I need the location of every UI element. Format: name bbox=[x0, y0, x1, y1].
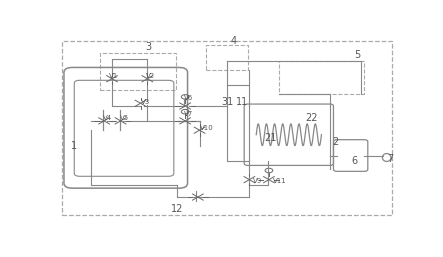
Text: 6: 6 bbox=[351, 157, 357, 167]
Text: V5: V5 bbox=[120, 115, 129, 121]
Text: V9: V9 bbox=[253, 178, 262, 184]
Text: V1: V1 bbox=[109, 73, 118, 79]
Text: 22: 22 bbox=[305, 113, 317, 123]
Text: 1: 1 bbox=[71, 141, 78, 151]
Bar bbox=[62, 41, 392, 215]
Text: 7: 7 bbox=[387, 154, 393, 164]
Text: V6: V6 bbox=[184, 95, 194, 101]
Text: 21: 21 bbox=[264, 133, 276, 143]
Text: 3: 3 bbox=[145, 42, 151, 52]
Text: 11: 11 bbox=[237, 97, 249, 107]
Text: 12: 12 bbox=[171, 204, 183, 214]
Text: V10: V10 bbox=[199, 125, 214, 131]
Text: 5: 5 bbox=[354, 50, 361, 60]
Bar bbox=[100, 53, 175, 90]
Text: 4: 4 bbox=[231, 36, 237, 46]
Text: 31: 31 bbox=[222, 97, 234, 107]
Text: 2: 2 bbox=[332, 137, 338, 147]
Text: V7: V7 bbox=[184, 111, 194, 117]
Text: V2: V2 bbox=[146, 73, 155, 79]
Bar bbox=[279, 61, 364, 94]
Text: V11: V11 bbox=[273, 178, 287, 184]
Text: V3: V3 bbox=[140, 99, 150, 105]
Bar bbox=[206, 45, 248, 70]
Text: V4: V4 bbox=[103, 115, 112, 121]
